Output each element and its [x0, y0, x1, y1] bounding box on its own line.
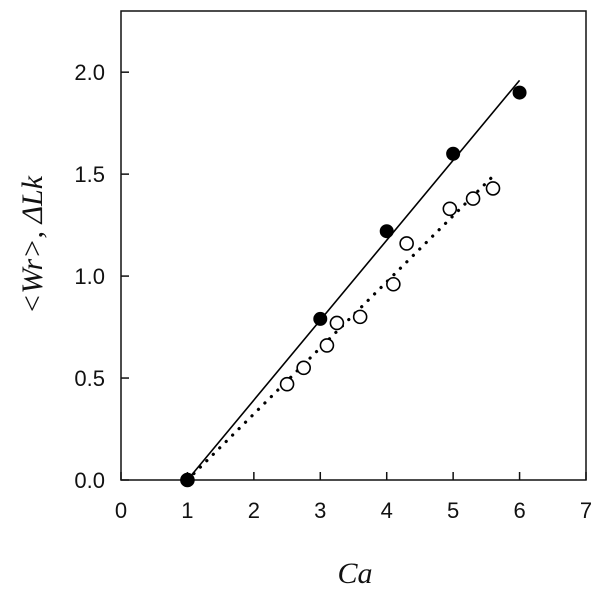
solid-fit-line: [186, 79, 521, 481]
fit-lines: [185, 79, 521, 482]
open-data-point: [279, 376, 295, 392]
open-data-point: [296, 360, 311, 376]
open-data-point: [485, 181, 501, 196]
open-data-point: [465, 191, 481, 206]
plot-frame: [120, 10, 587, 481]
data-points: [180, 85, 527, 488]
open-data-point: [386, 276, 401, 292]
open-data-point: [319, 338, 335, 353]
x-axis: 0 1 2 3 4 5 6 7: [115, 472, 592, 523]
open-data-point: [399, 236, 414, 251]
y-axis-title: <Wr>, ΔLk: [16, 175, 49, 314]
x-tick-label: 0: [115, 498, 127, 523]
open-data-point: [329, 315, 345, 331]
filled-data-point: [180, 473, 195, 487]
y-tick-label: 0.5: [74, 366, 105, 391]
filled-data-point: [512, 85, 527, 100]
y-axis: 0.0 0.5 1.0 1.5 2.0: [74, 60, 129, 493]
filled-data-point: [446, 146, 461, 161]
x-axis-title: Ca: [337, 557, 372, 590]
x-tick-label: 4: [381, 498, 393, 523]
y-tick-label: 2.0: [74, 60, 105, 85]
filled-data-point: [379, 224, 394, 239]
y-tick-label: 0.0: [74, 468, 105, 493]
x-tick-label: 7: [580, 498, 592, 523]
x-tick-label: 1: [181, 498, 193, 523]
filled-data-point: [313, 311, 328, 326]
x-tick-label: 3: [314, 498, 326, 523]
x-tick-label: 5: [447, 498, 459, 523]
y-tick-label: 1.5: [74, 162, 105, 187]
dotted-fit-line: [185, 174, 495, 482]
x-tick-label: 6: [513, 498, 525, 523]
y-tick-label: 1.0: [74, 264, 105, 289]
x-tick-label: 2: [248, 498, 260, 523]
open-data-point: [442, 201, 458, 217]
open-data-point: [352, 309, 368, 325]
